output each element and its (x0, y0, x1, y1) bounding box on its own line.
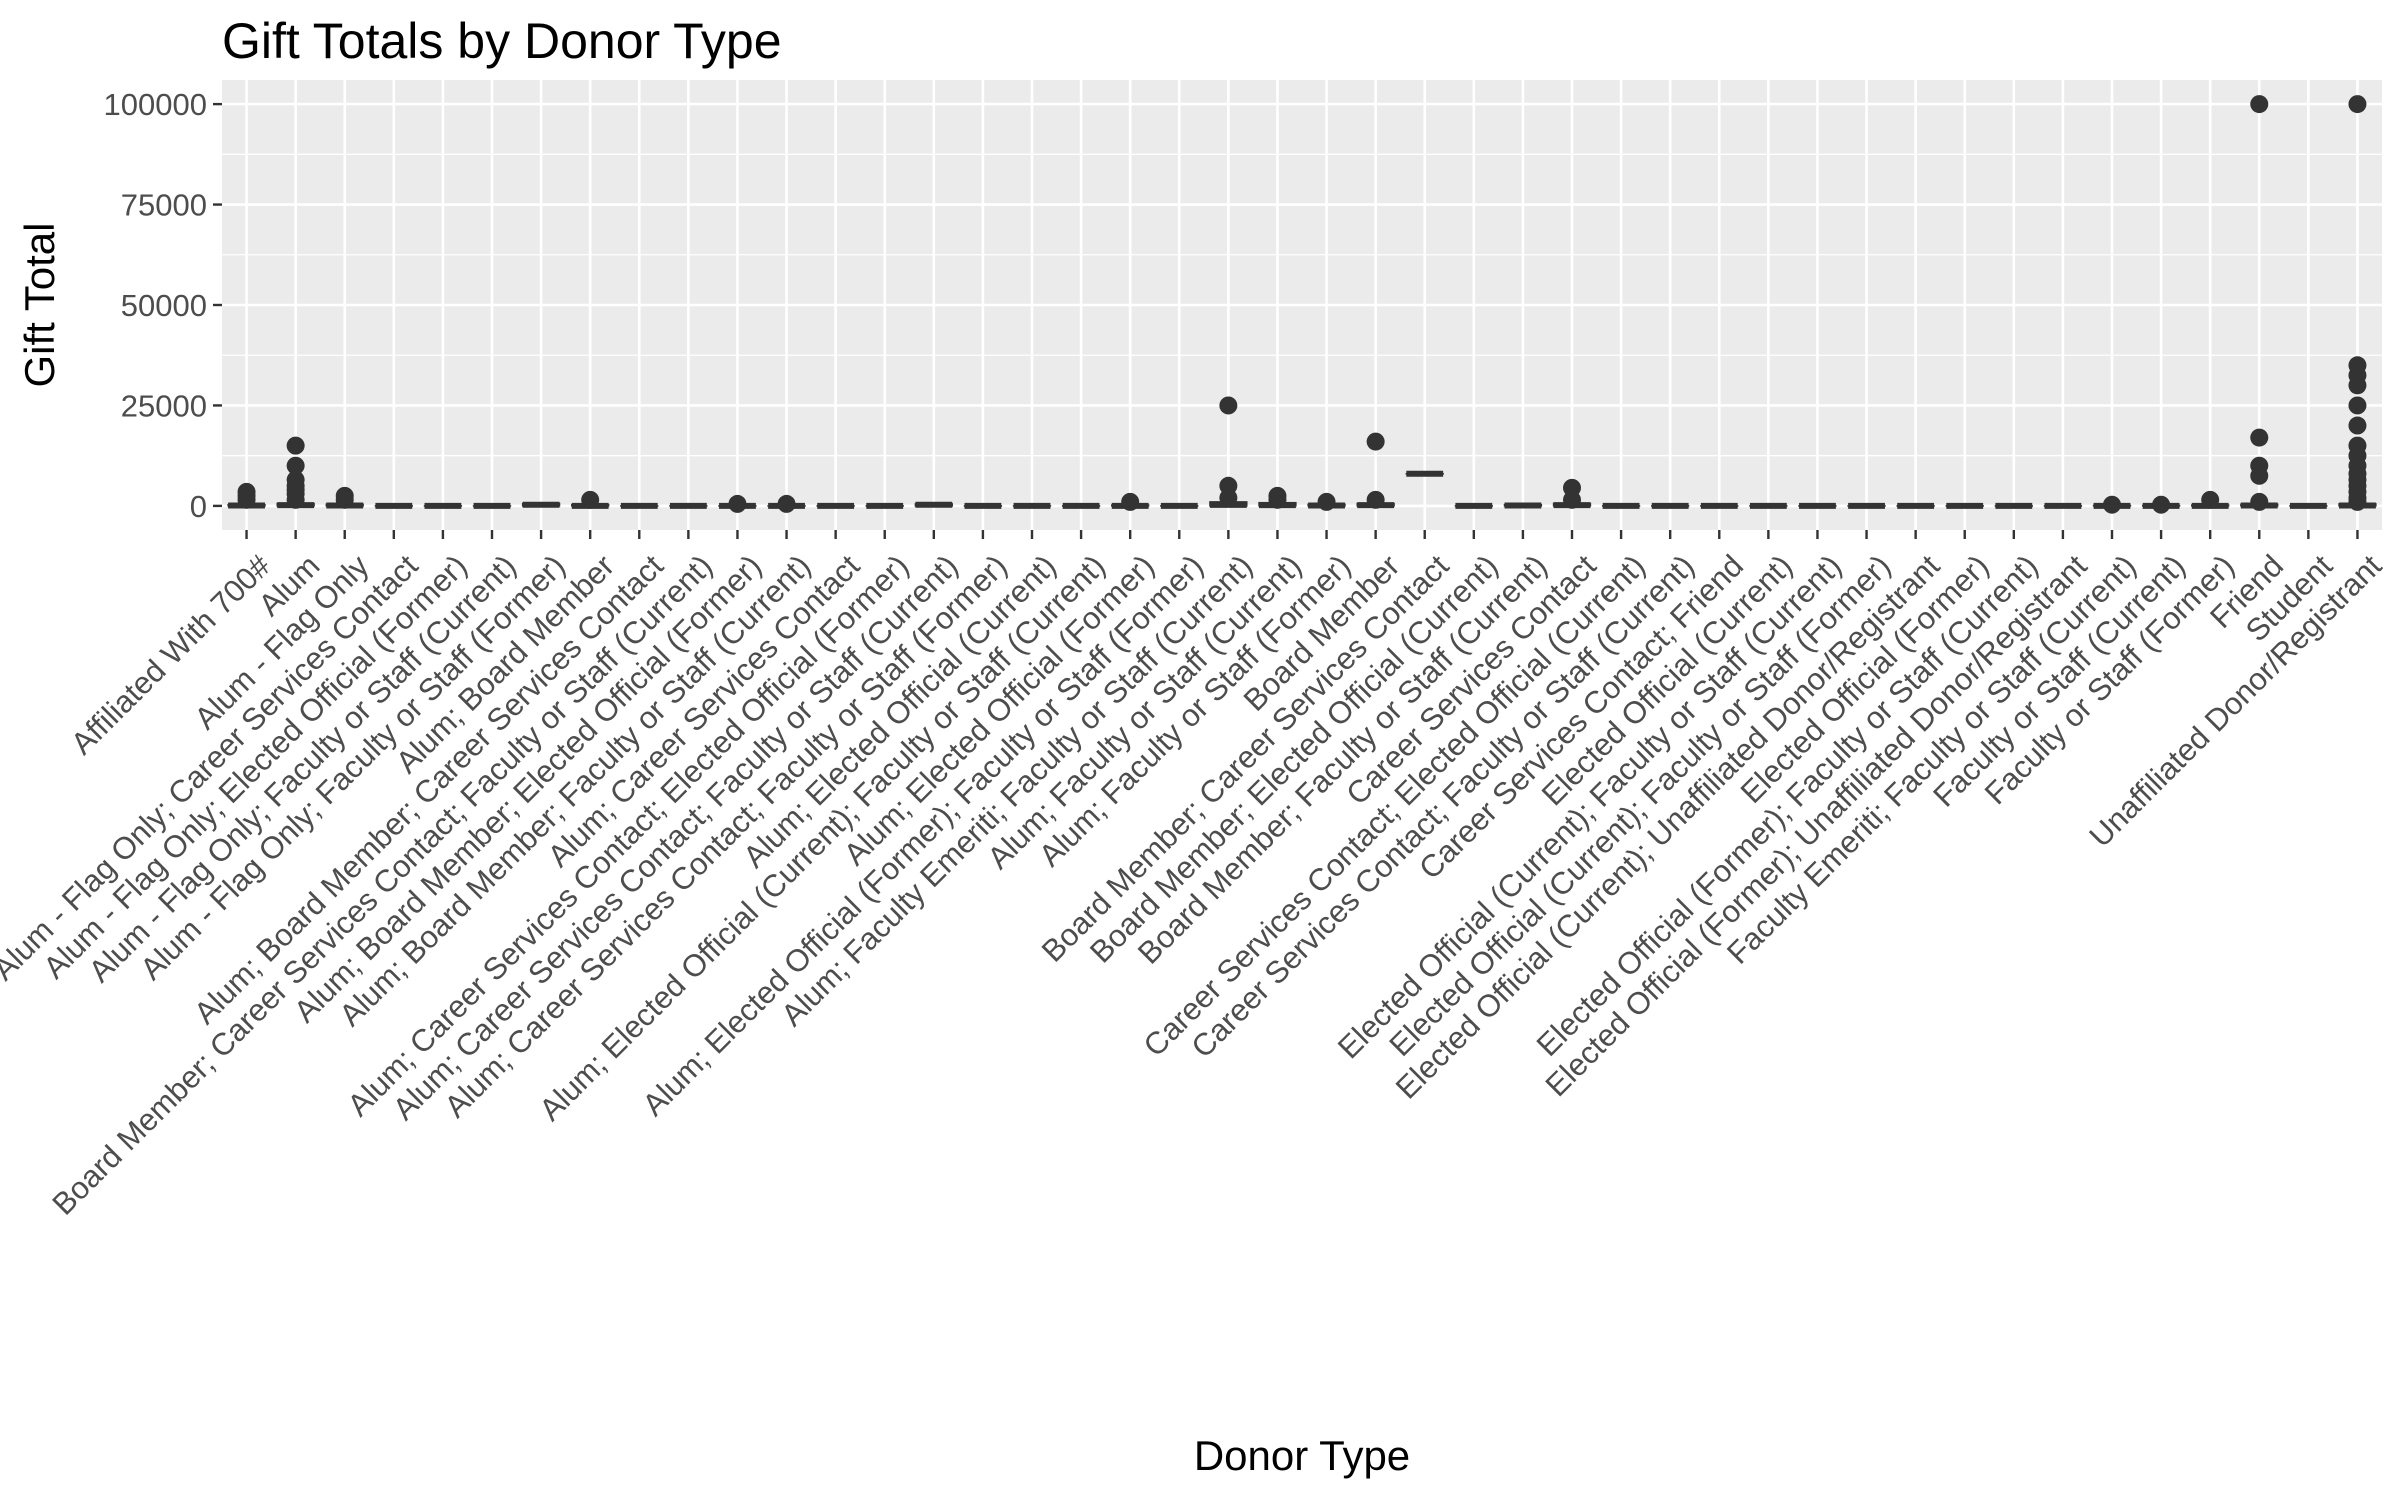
outlier-point (2250, 95, 2269, 114)
outlier-point (1563, 478, 1581, 497)
outlier-point (2201, 490, 2220, 509)
y-axis-title: Gift Total (16, 223, 63, 388)
minor-gridlines (222, 153, 2382, 457)
y-tick-label: 0 (190, 489, 207, 524)
outlier-point (1219, 396, 1238, 415)
outlier-point (2348, 356, 2367, 375)
y-axis-ticks (213, 102, 222, 508)
outlier-point (2152, 495, 2171, 514)
outlier-point (2348, 396, 2367, 415)
outlier-point (2250, 456, 2269, 475)
y-tick-label: 100000 (104, 87, 207, 122)
outlier-point (286, 436, 305, 455)
outlier-point (237, 482, 256, 501)
outlier-point (2250, 428, 2269, 447)
outlier-point (286, 456, 305, 475)
outlier-point (1317, 492, 1336, 511)
outlier-point (1219, 476, 1238, 495)
outlier-point (581, 490, 600, 509)
x-axis-title: Donor Type (1194, 1432, 1410, 1479)
outlier-point (777, 494, 796, 513)
chart-title: Gift Totals by Donor Type (222, 13, 782, 69)
outlier-point (335, 486, 354, 505)
outlier-point (1366, 490, 1385, 509)
outlier-point (2348, 436, 2367, 455)
outlier-points (237, 95, 2367, 514)
outlier-point (2348, 95, 2367, 114)
outlier-point (728, 494, 747, 513)
x-axis-ticks (245, 530, 2359, 539)
major-gridlines (222, 80, 2382, 530)
outlier-point (2250, 492, 2269, 511)
y-tick-label: 75000 (121, 188, 207, 223)
y-tick-label: 50000 (121, 288, 207, 323)
outlier-point (2103, 495, 2121, 514)
outlier-point (286, 470, 305, 489)
outlier-point (2348, 416, 2367, 435)
outlier-point (1366, 432, 1385, 451)
outlier-point (1121, 492, 1140, 511)
y-tick-label: 25000 (121, 388, 207, 423)
y-axis-tick-labels: 0 25000 50000 75000 100000 (104, 87, 207, 524)
outlier-point (1268, 486, 1287, 505)
